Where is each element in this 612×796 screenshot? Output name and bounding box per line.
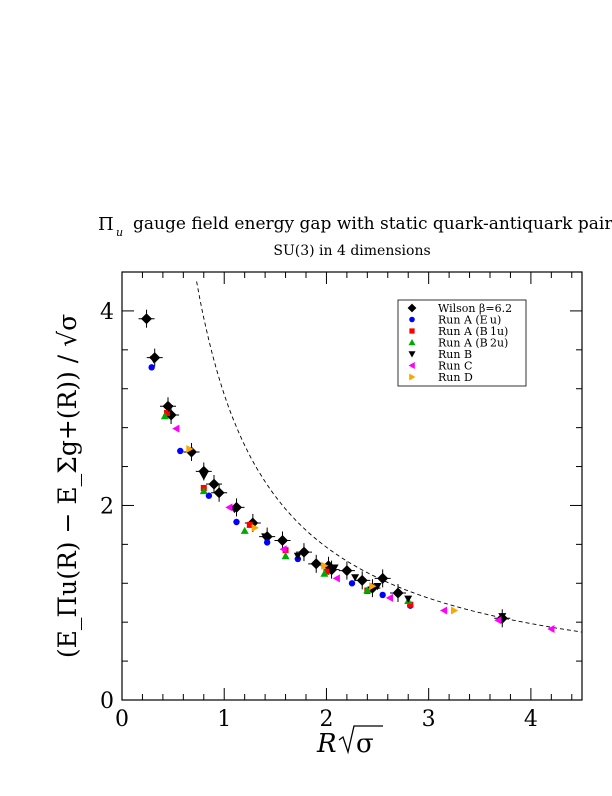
data-point [225,503,233,512]
legend-label: Run D [438,371,473,384]
data-point [277,535,288,546]
data-point [440,606,448,615]
legend-marker [409,316,415,323]
x-tick-label: 0 [115,707,129,732]
data-point [149,356,158,364]
chart-title-text: gauge field energy gap with static quark… [133,214,612,234]
legend-label: Wilson β=6.2 [438,302,512,315]
data-point [498,613,507,621]
data-point [407,601,414,608]
data-point [172,424,180,433]
x-tick-label: 4 [524,707,538,732]
chart-title: Π u gauge field energy gap with static q… [98,214,612,239]
data-point [323,568,330,575]
data-point [281,552,290,560]
series-group [160,412,413,604]
data-point [348,580,356,587]
data-point [310,558,322,570]
data-point [163,410,170,417]
chart-title-symbol: Π [98,214,114,235]
legend-marker [409,373,416,381]
reference-curve [196,281,582,633]
x-axis-label-sigma: σ [356,729,374,759]
data-point [199,473,208,481]
legend-marker [409,328,415,334]
data-point [186,445,194,453]
data-point [351,574,360,582]
data-point [261,533,270,541]
data-point [199,486,208,495]
data-point [251,523,259,532]
data-point [298,546,310,558]
x-tick-label: 1 [217,707,231,732]
y-tick-label: 4 [100,300,114,325]
legend-marker [408,351,416,358]
y-axis-label-text: (E_Πu(R) − E_Σg+(R)) / √σ [53,314,82,658]
reference-curve-layer [196,281,582,633]
data-point [494,616,502,625]
data-point [385,593,393,602]
data-point [240,526,249,534]
x-axis-label-radical [338,725,383,755]
legend-label: Run B [438,348,472,361]
data-point [141,313,152,325]
data-point [208,478,220,490]
legend-marker [408,339,416,346]
series-group [148,364,414,609]
legend-label: Run A (E u) [438,314,501,327]
data-point [379,591,386,599]
data-point [363,586,372,594]
legend-label: Run A (B 1u) [438,325,508,338]
y-tick-label: 2 [100,494,114,519]
data-point [404,595,413,603]
y-axis-label: (E_Πu(R) − E_Σg+(R)) / √σ [53,314,82,658]
chart-title-subscript: u [116,226,123,239]
data-point [177,447,184,455]
legend-label: Run A (B 2u) [438,337,508,350]
data-point [341,565,353,577]
data-point [392,587,404,599]
series-group [186,445,459,615]
data-point [233,518,240,526]
x-tick-label: 3 [422,707,436,732]
data-point [451,606,459,615]
series-group [172,424,555,633]
data-point [293,552,302,560]
data-point [369,582,377,591]
legend-box [397,299,527,387]
data-point [213,487,225,499]
x-axis-label: R σ [316,725,383,759]
x-tick-label: 2 [319,707,333,732]
data-point [356,574,368,586]
data-point [321,561,329,570]
data-point [547,625,555,633]
data-point [320,569,329,577]
data-point [160,412,169,420]
data-point [165,405,173,413]
plot-frame [121,271,583,701]
data-point [148,364,155,371]
data-points-layer [138,309,555,633]
chart-subtitle: SU(3) in 4 dimensions [273,243,430,259]
legend-marker [408,362,415,369]
data-point [373,583,382,591]
tick-labels-layer: 0 1 2 3 4 0 2 4 [100,300,538,732]
data-point [246,521,253,528]
y-tick-label: 0 [100,689,114,714]
x-axis-label-r: R [316,729,337,759]
axes-layer [121,271,583,701]
data-point [263,539,271,546]
legend-label: Run C [438,360,472,373]
data-point [332,574,340,583]
data-point [205,492,213,499]
data-point [330,564,339,572]
legend-marker [407,303,417,313]
data-point [279,545,287,554]
data-point [377,572,389,584]
